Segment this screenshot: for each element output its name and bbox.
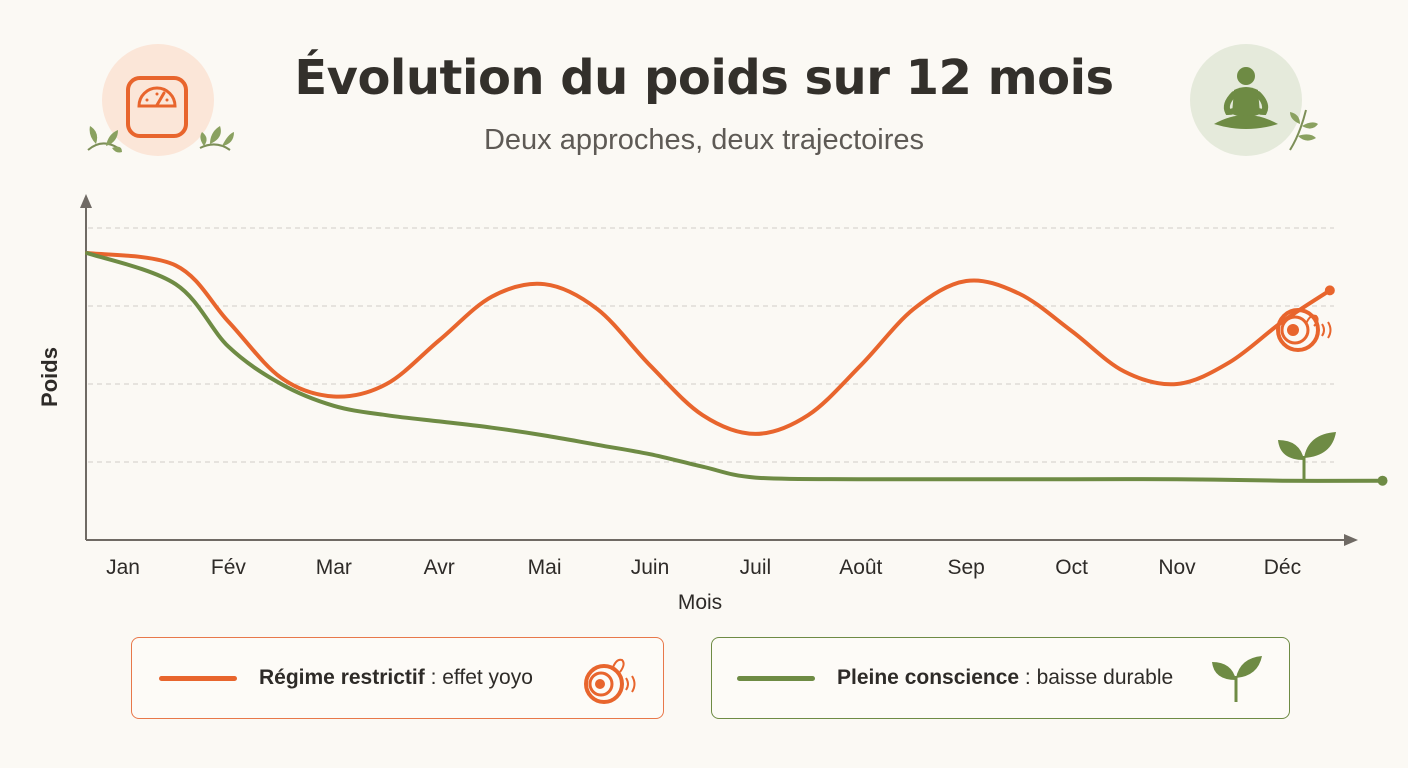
x-tick-label: Juil <box>740 556 772 579</box>
yoyo-icon <box>584 658 636 704</box>
scale-badge <box>102 44 214 156</box>
x-tick-label: Oct <box>1055 556 1088 579</box>
x-tick-label: Jan <box>106 556 140 579</box>
x-tick-labels: Jan Fév Mar Avr Mai Juin Juil Août Sep Oct Nov Déc <box>106 556 1301 579</box>
y-axis-arrow <box>80 194 92 208</box>
legend-series-description: : baisse durable <box>1019 666 1174 689</box>
legend-label: Pleine conscience : baisse durable <box>837 666 1173 690</box>
x-axis-label: Mois <box>678 591 722 614</box>
x-tick-label: Avr <box>424 556 455 579</box>
series-end-point <box>1324 285 1335 296</box>
legend-series-description: : effet yoyo <box>424 666 533 689</box>
sprout-icon <box>1212 656 1262 702</box>
legend-item-mindful: Pleine conscience : baisse durable <box>711 637 1290 719</box>
x-tick-label: Déc <box>1264 556 1301 579</box>
series-end-point <box>1377 475 1388 486</box>
series-lines <box>85 251 1388 486</box>
leaf-sprig-icon <box>199 126 234 151</box>
yoyo-icon <box>1276 308 1332 352</box>
x-tick-label: Sep <box>948 556 985 579</box>
legend-label: Régime restrictif : effet yoyo <box>259 666 533 690</box>
page-subtitle: Deux approches, deux trajectoires <box>483 124 925 156</box>
series-line-restrictive <box>85 251 1332 436</box>
legend-series-name: Régime restrictif <box>259 666 425 689</box>
legend-swatch <box>159 676 237 681</box>
meditation-icon <box>1214 67 1278 129</box>
legend-item-restrictive: Régime restrictif : effet yoyo <box>131 637 664 719</box>
scale-icon <box>126 76 188 138</box>
x-axis-arrow <box>1344 534 1358 546</box>
grid-lines <box>88 227 1334 463</box>
meditation-badge <box>1190 44 1302 156</box>
x-tick-label: Août <box>839 556 882 579</box>
leaf-sprig-icon <box>87 126 122 153</box>
legend-series-name: Pleine conscience <box>837 666 1020 689</box>
series-line-mindful <box>85 251 1385 483</box>
x-tick-label: Fév <box>211 556 247 579</box>
chart-area: Poids Mois Jan Fév Mar Avr Mai Juin Juil Août Se… <box>37 194 1388 614</box>
x-tick-label: Juin <box>631 556 670 579</box>
sprout-icon <box>1278 432 1336 482</box>
leaf-sprig-icon <box>1289 109 1318 151</box>
x-tick-label: Mar <box>316 556 352 579</box>
page-title: Évolution du poids sur 12 mois <box>294 50 1114 106</box>
y-axis-label: Poids <box>37 347 62 407</box>
legend-swatch <box>737 676 815 681</box>
x-tick-label: Nov <box>1158 556 1196 579</box>
x-tick-label: Mai <box>528 556 562 579</box>
